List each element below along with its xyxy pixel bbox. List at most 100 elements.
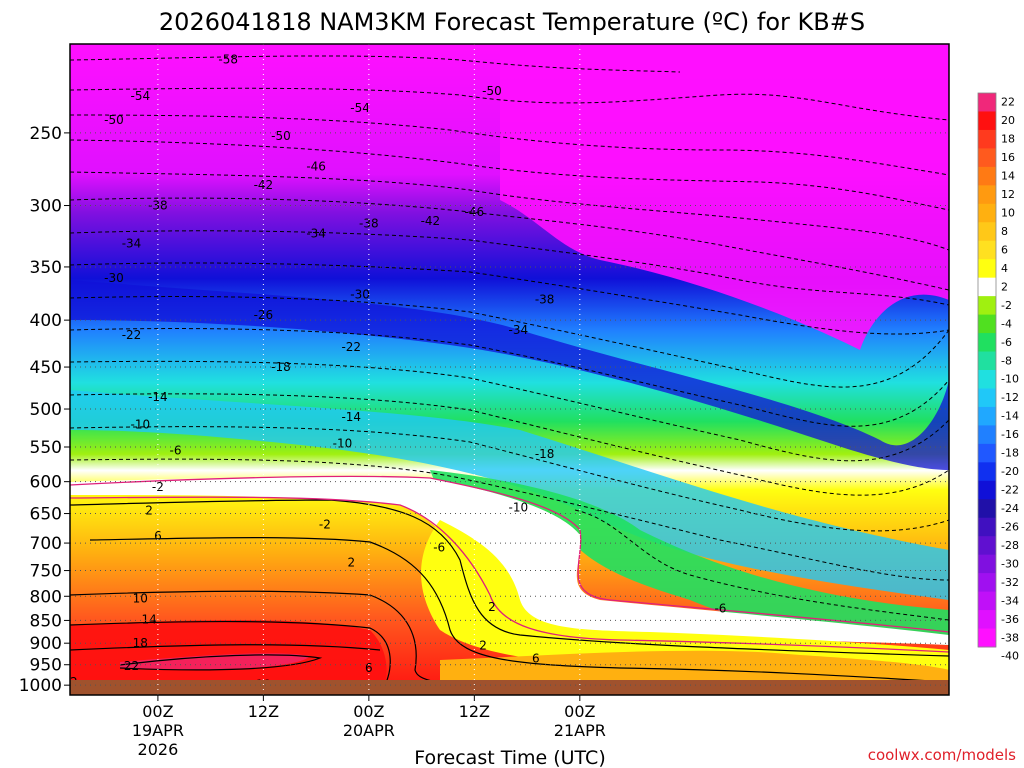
colorbar-label: -32 [1001,576,1019,589]
colorbar-swatch [978,166,996,186]
colorbar-swatch [978,93,996,112]
x-tick-label: 00Z [353,702,384,721]
x-tick-label: 00Z [564,702,595,721]
colorbar-label: -2 [1001,299,1012,312]
ground-surface [70,680,949,695]
colorbar-swatch [978,536,996,556]
contour-label: 2 [488,600,496,614]
x-tick-label: 19APR [132,721,184,740]
contour-label: -6 [433,541,445,555]
y-tick-label: 450 [30,358,62,378]
contour-labels: -58 -54 -50 -50 -54 -50 -46 -42 -38 -34 -34 -38 -42 -… [70,53,726,694]
colorbar-label: -28 [1001,539,1019,552]
colorbar-swatch [978,185,996,205]
colorbar-label: -34 [1001,594,1019,607]
contour-label: -30 [104,271,124,285]
y-tick-label: 800 [30,587,62,607]
contour-label: -14 [148,390,168,404]
contour-label: -10 [131,418,151,432]
contour-label: -34 [306,227,326,241]
colorbar-label: -18 [1001,447,1019,460]
colorbar-swatch [978,406,996,426]
y-axis: 250 300 350 400 450 500 550 600 650 700 750 800 850 9… [19,124,70,696]
contour-label: -18 [535,447,555,461]
y-tick-label: 850 [30,611,62,631]
y-tick-label: 1000 [19,676,62,696]
contour-label: -6 [169,444,181,458]
x-tick-label: 00Z [142,702,173,721]
field-hot-core [120,653,310,670]
contour-label: -42 [254,178,274,192]
contour-label: 2 [479,638,487,652]
contour-label: 6 [532,651,540,665]
contour-label: -14 [341,410,361,424]
contour-label: -54 [131,89,151,103]
colorbar-swatch [978,443,996,463]
contour-label: -22 [341,340,361,354]
colorbar-swatch [978,129,996,149]
credit-text: coolwx.com/models [868,746,1016,764]
y-tick-label: 250 [30,124,62,144]
grid [70,44,949,695]
y-tick-label: 600 [30,473,62,493]
contour-label: -46 [306,159,326,173]
colorbar-label: -8 [1001,354,1012,367]
colorbar-label: -20 [1001,465,1019,478]
dashed-isotherms [70,55,949,621]
colorbar-label: -26 [1001,520,1019,533]
colorbar-swatch [978,628,996,648]
colorbar-swatch [978,591,996,611]
plot-frame [69,43,950,696]
x-tick-label: 2026 [138,740,179,759]
colorbar-label: 20 [1001,114,1015,127]
colorbar-swatch [978,314,996,334]
y-tick-label: 300 [30,197,62,217]
contour-label: -42 [421,214,441,228]
colorbar-label: 14 [1001,170,1015,183]
contour-label: -26 [254,308,274,322]
contour-label: -38 [359,217,379,231]
contour-label: 2 [347,556,355,570]
contour-label: -10 [508,500,528,514]
contour-label: -30 [350,287,370,301]
colorbar-label: -38 [1001,631,1019,644]
y-tick-label: 350 [30,258,62,278]
colorbar-label: -22 [1001,484,1019,497]
contour-label: -58 [218,53,238,67]
contour-label: 6 [154,529,162,543]
colorbar-swatch [978,499,996,519]
colorbar-label: 22 [1001,96,1015,109]
contour-label: -2 [152,480,164,494]
field-cold-upper-right [500,44,949,350]
colorbar-label: -4 [1001,317,1012,330]
field-cyan-sloping-band [70,390,949,600]
colorbar-label: 2 [1001,280,1008,293]
y-tick-label: 950 [30,656,62,676]
colorbar-swatch [978,203,996,223]
y-tick-label: 650 [30,505,62,525]
x-tick-label: 21APR [554,721,606,740]
colorbar-label: -40 [1001,650,1019,663]
contour-label: 10 [133,592,148,606]
colorbar-swatch [978,259,996,279]
colorbar-swatch [978,610,996,630]
colorbar-swatch [978,296,996,316]
colorbar-label: -6 [1001,336,1012,349]
colorbar-swatch [978,222,996,242]
colorbar-label: -14 [1001,410,1019,423]
contour-label: 6 [365,661,373,675]
contour-label: -10 [333,436,353,450]
x-tick-label: 12Z [459,702,490,721]
colorbar-label: -12 [1001,391,1019,404]
y-tick-label: 750 [30,562,62,582]
colorbar-label: -30 [1001,557,1019,570]
colorbar-swatch [978,333,996,353]
contour-label: -46 [465,205,485,219]
y-tick-label: 900 [30,634,62,654]
colorbar-label: -10 [1001,373,1019,386]
colorbar-label: -16 [1001,428,1019,441]
colorbar-swatch [978,277,996,297]
y-tick-label: 550 [30,438,62,458]
x-tick-label: 12Z [248,702,279,721]
y-tick-label: 700 [30,534,62,554]
